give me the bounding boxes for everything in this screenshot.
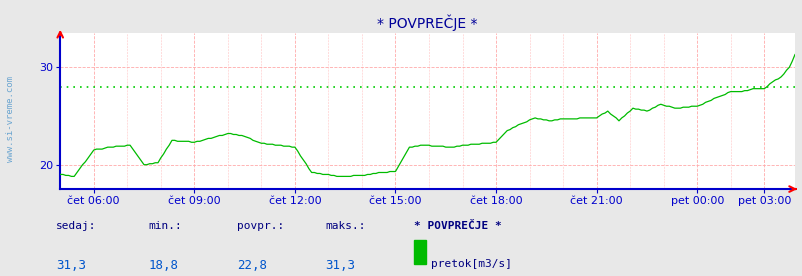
Text: www.si-vreme.com: www.si-vreme.com <box>6 76 15 162</box>
Text: sedaj:: sedaj: <box>56 221 96 231</box>
Text: min.:: min.: <box>148 221 182 231</box>
Text: * POVPREČJE *: * POVPREČJE * <box>413 221 500 231</box>
Text: 31,3: 31,3 <box>56 259 86 272</box>
Text: 18,8: 18,8 <box>148 259 178 272</box>
Text: povpr.:: povpr.: <box>237 221 284 231</box>
Text: 22,8: 22,8 <box>237 259 266 272</box>
Text: 31,3: 31,3 <box>325 259 354 272</box>
Title: * POVPREČJE *: * POVPREČJE * <box>377 14 477 31</box>
Text: pretok[m3/s]: pretok[m3/s] <box>431 259 512 269</box>
Text: maks.:: maks.: <box>325 221 365 231</box>
